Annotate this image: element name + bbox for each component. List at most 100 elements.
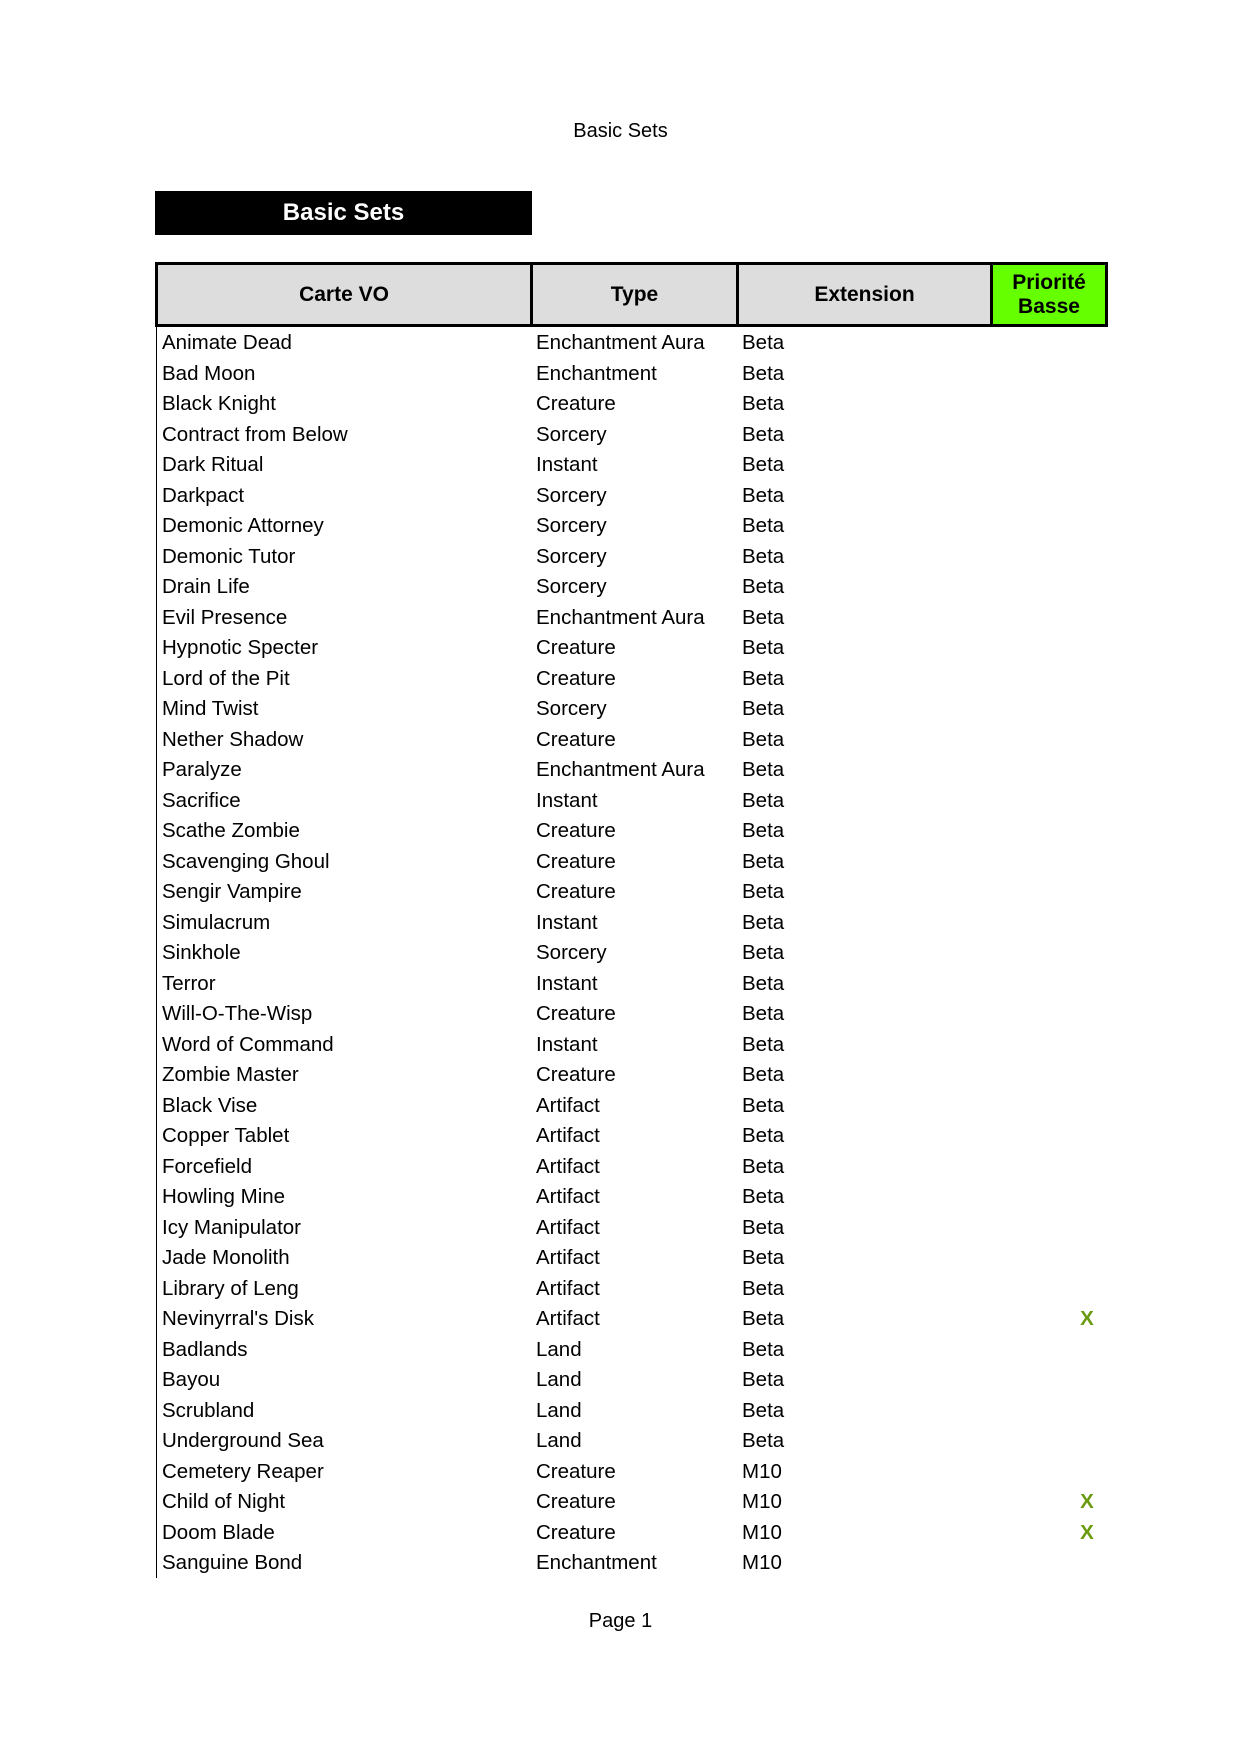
card-name: Hypnotic Specter <box>162 636 319 659</box>
card-extension: Beta <box>742 1307 785 1330</box>
table-row: Sacrifice Instant Beta <box>157 785 1109 816</box>
table-row: Icy Manipulator Artifact Beta <box>157 1212 1109 1243</box>
card-extension: Beta <box>742 1276 785 1300</box>
card-name: Bad Moon <box>162 361 256 385</box>
card-type: Creature <box>536 1063 616 1086</box>
card-type: Land <box>536 1398 582 1422</box>
priority-mark: X <box>1080 1490 1094 1513</box>
table-row: Word of Command Instant Beta <box>157 1029 1109 1060</box>
card-extension: Beta <box>742 666 785 690</box>
card-type: Enchantment Aura <box>536 758 705 781</box>
card-type: Land <box>536 1429 582 1452</box>
table-row: Jade Monolith Artifact Beta <box>157 1242 1109 1273</box>
card-type: Creature <box>536 880 616 903</box>
card-name: Nether Shadow <box>162 727 304 751</box>
card-type: Sorcery <box>536 483 607 507</box>
table-row: Bad Moon Enchantment Beta <box>157 358 1109 389</box>
card-type: Creature <box>536 849 616 873</box>
card-extension: Beta <box>742 1337 785 1361</box>
card-name: Zombie Master <box>162 1063 299 1086</box>
card-name: Demonic Tutor <box>162 544 296 568</box>
card-type: Enchantment <box>536 1551 657 1574</box>
card-name: Icy Manipulator <box>162 1215 302 1239</box>
card-extension: Beta <box>742 605 785 629</box>
card-extension: Beta <box>742 1032 785 1056</box>
card-name: Mind Twist <box>162 697 259 720</box>
card-type: Creature <box>536 727 616 751</box>
table-row: Simulacrum Instant Beta <box>157 907 1109 938</box>
card-type: Artifact <box>536 1307 600 1330</box>
card-extension: Beta <box>742 1368 785 1391</box>
card-type: Instant <box>536 971 598 995</box>
table-row: Cemetery Reaper Creature M10 <box>157 1456 1109 1487</box>
card-name: Lord of the Pit <box>162 666 290 690</box>
table-row: Demonic Attorney Sorcery Beta <box>157 510 1109 541</box>
card-type: Sorcery <box>536 697 607 720</box>
column-header-type: Type <box>533 265 739 324</box>
card-extension: Beta <box>742 1154 785 1178</box>
card-name: Sacrifice <box>162 788 241 812</box>
card-extension: Beta <box>742 636 785 659</box>
card-extension: Beta <box>742 514 785 537</box>
table-row: Contract from Below Sorcery Beta <box>157 419 1109 450</box>
card-type: Instant <box>536 788 598 812</box>
card-name: Copper Tablet <box>162 1124 290 1147</box>
card-extension: Beta <box>742 1246 785 1269</box>
card-name: Nevinyrral's Disk <box>162 1307 314 1330</box>
card-extension: M10 <box>742 1459 782 1483</box>
card-extension: M10 <box>742 1490 782 1513</box>
card-extension: Beta <box>742 1429 785 1452</box>
card-extension: Beta <box>742 941 785 964</box>
card-type: Artifact <box>536 1154 600 1178</box>
card-name: Badlands <box>162 1337 248 1361</box>
card-name: Word of Command <box>162 1032 334 1056</box>
page-header-title: Basic Sets <box>573 120 668 142</box>
column-header-priorite-basse: Priorité Basse <box>993 265 1105 324</box>
card-type: Artifact <box>536 1246 600 1269</box>
table-row: Copper Tablet Artifact Beta <box>157 1120 1109 1151</box>
card-name: Underground Sea <box>162 1429 324 1452</box>
priority-mark: X <box>1080 1307 1094 1330</box>
table-row: Sanguine Bond Enchantment M10 <box>157 1547 1109 1578</box>
card-name: Sengir Vampire <box>162 880 302 903</box>
card-extension: Beta <box>742 819 785 842</box>
table-row: Drain Life Sorcery Beta <box>157 571 1109 602</box>
card-extension: Beta <box>742 971 785 995</box>
table-row: Zombie Master Creature Beta <box>157 1059 1109 1090</box>
card-type: Instant <box>536 910 598 934</box>
card-type: Sorcery <box>536 422 607 446</box>
card-extension: Beta <box>742 422 785 446</box>
table-row: Mind Twist Sorcery Beta <box>157 693 1109 724</box>
card-type: Creature <box>536 636 616 659</box>
table-row: Underground Sea Land Beta <box>157 1425 1109 1456</box>
priority-mark: X <box>1080 1520 1094 1544</box>
card-type: Creature <box>536 1490 616 1513</box>
card-extension: Beta <box>742 788 785 812</box>
card-extension: M10 <box>742 1520 782 1544</box>
card-extension: Beta <box>742 453 785 476</box>
card-extension: Beta <box>742 758 785 781</box>
card-extension: Beta <box>742 483 785 507</box>
card-name: Paralyze <box>162 758 242 781</box>
table-row: Evil Presence Enchantment Aura Beta <box>157 602 1109 633</box>
table-row: Animate Dead Enchantment Aura Beta <box>157 327 1109 358</box>
card-name: Scrubland <box>162 1398 255 1422</box>
table-row: Scathe Zombie Creature Beta <box>157 815 1109 846</box>
card-type: Creature <box>536 392 616 415</box>
card-extension: Beta <box>742 727 785 751</box>
card-extension: M10 <box>742 1551 782 1574</box>
table-row: Badlands Land Beta <box>157 1334 1109 1365</box>
table-row: Black Knight Creature Beta <box>157 388 1109 419</box>
table-row: Nether Shadow Creature Beta <box>157 724 1109 755</box>
card-extension: Beta <box>742 910 785 934</box>
card-name: Black Knight <box>162 392 276 415</box>
card-name: Dark Ritual <box>162 453 264 476</box>
card-type: Sorcery <box>536 514 607 537</box>
card-type: Creature <box>536 1002 616 1025</box>
card-type: Enchantment Aura <box>536 331 705 354</box>
column-header-carte-vo: Carte VO <box>158 265 533 324</box>
column-header-extension: Extension <box>739 265 993 324</box>
card-extension: Beta <box>742 1093 785 1117</box>
card-name: Child of Night <box>162 1490 286 1513</box>
card-name: Contract from Below <box>162 422 348 446</box>
